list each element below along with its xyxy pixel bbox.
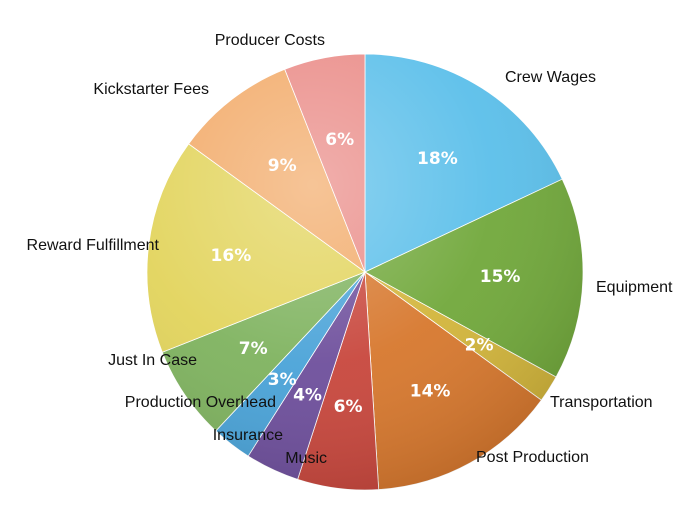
category-label-equipment: Equipment [596, 279, 673, 296]
percent-label-production-overhead: 3% [268, 370, 297, 390]
percent-label-kickstarter-fees: 9% [268, 156, 297, 176]
percent-label-insurance: 4% [293, 385, 322, 405]
category-label-reward-fulfillment: Reward Fulfillment [27, 237, 160, 254]
percent-label-producer-costs: 6% [325, 130, 354, 150]
category-label-just-in-case: Just In Case [108, 352, 197, 369]
category-label-production-overhead: Production Overhead [125, 394, 276, 411]
category-label-insurance: Insurance [213, 427, 283, 444]
percent-label-equipment: 15% [480, 267, 521, 287]
percent-label-transportation: 2% [465, 335, 494, 355]
percent-label-post-production: 14% [410, 381, 451, 401]
category-label-crew-wages: Crew Wages [505, 69, 596, 86]
category-label-kickstarter-fees: Kickstarter Fees [93, 81, 209, 98]
category-label-producer-costs: Producer Costs [215, 32, 325, 49]
category-label-music: Music [285, 450, 327, 467]
category-label-transportation: Transportation [550, 394, 653, 411]
percent-labels: 18% 15% 2% 14% 6% 4%3%7% 16% 9% 6% [211, 130, 521, 417]
percent-label-music: 6% [334, 397, 363, 417]
category-labels: Crew Wages Equipment Transportation Post Pr… [27, 32, 674, 467]
percent-label-crew-wages: 18% [417, 149, 458, 169]
percent-label-reward-fulfillment: 16% [211, 246, 252, 266]
category-label-post-production: Post Production [476, 449, 589, 466]
percent-label-just-in-case: 7% [239, 339, 268, 359]
